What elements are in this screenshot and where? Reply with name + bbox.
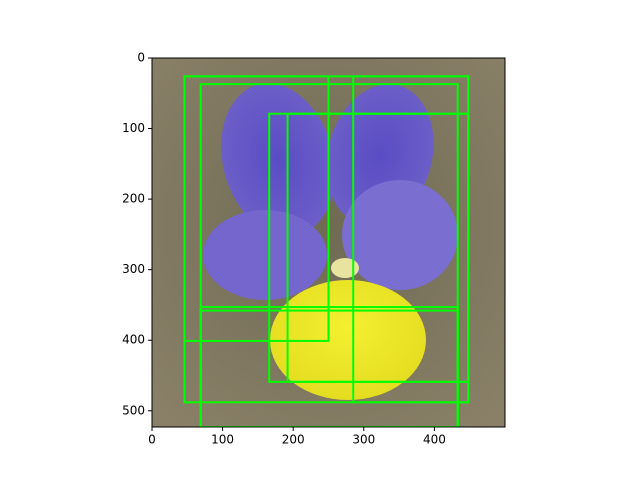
x-tick-label: 400 [423,433,446,447]
x-tick-label: 200 [282,433,305,447]
bounding-box [352,75,470,404]
axes-frame [151,57,506,428]
x-tick-label: 100 [211,433,234,447]
x-tick-label: 300 [352,433,375,447]
x-tick-label: 0 [148,433,156,447]
boxes [183,75,470,427]
y-tick-label: 0 [137,51,145,65]
y-tick-label: 400 [122,333,145,347]
y-tick-label: 200 [122,192,145,206]
bounding-box [199,309,459,427]
y-tick-label: 500 [122,403,145,417]
y-tick-label: 300 [122,262,145,276]
y-tick-label: 100 [122,121,145,135]
bounding-box [183,75,330,342]
